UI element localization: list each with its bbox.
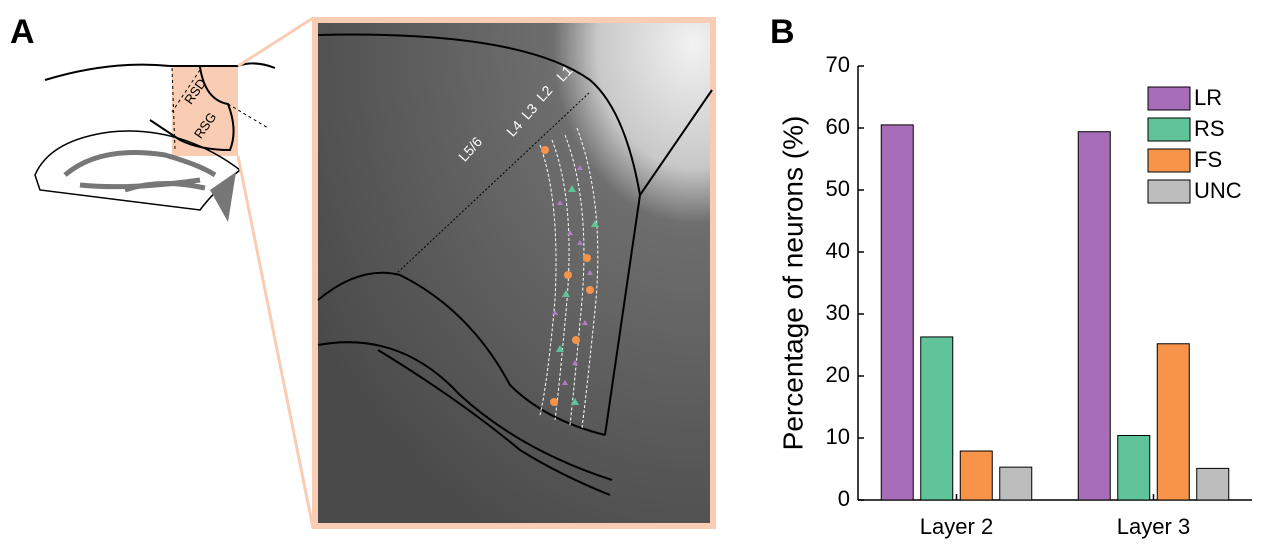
bar	[881, 125, 913, 500]
y-tick-label: 30	[826, 300, 850, 325]
y-tick-label: 60	[826, 114, 850, 139]
legend-swatch	[1148, 149, 1190, 172]
bar	[921, 337, 953, 500]
bar	[1078, 132, 1110, 500]
bar	[1118, 436, 1150, 500]
x-tick-label: Layer 2	[920, 514, 993, 539]
y-tick-label: 10	[826, 424, 850, 449]
y-tick-label: 50	[826, 176, 850, 201]
y-tick-label: 70	[826, 52, 850, 77]
micrograph	[315, 20, 713, 526]
legend-label: UNC	[1194, 178, 1242, 203]
legend-label: RS	[1194, 116, 1225, 141]
bar	[1000, 467, 1032, 500]
panel-label: A	[10, 13, 35, 51]
bar	[1197, 468, 1229, 500]
y-axis-label: Percentage of neurons (%)	[777, 116, 808, 451]
brain-sketch	[35, 63, 275, 222]
x-tick-label: Layer 3	[1117, 514, 1190, 539]
legend-swatch	[1148, 180, 1190, 203]
bar	[1157, 344, 1189, 500]
legend-swatch	[1148, 87, 1190, 110]
bar	[960, 451, 992, 500]
legend-label: FS	[1194, 147, 1222, 172]
legend-label: LR	[1194, 85, 1222, 110]
panel-label: B	[770, 13, 795, 51]
y-tick-label: 20	[826, 362, 850, 387]
figure: A B RSD RSG	[0, 0, 1265, 554]
y-tick-label: 0	[838, 486, 850, 511]
legend-swatch	[1148, 118, 1190, 141]
y-tick-label: 40	[826, 238, 850, 263]
zoom-line	[238, 18, 313, 528]
